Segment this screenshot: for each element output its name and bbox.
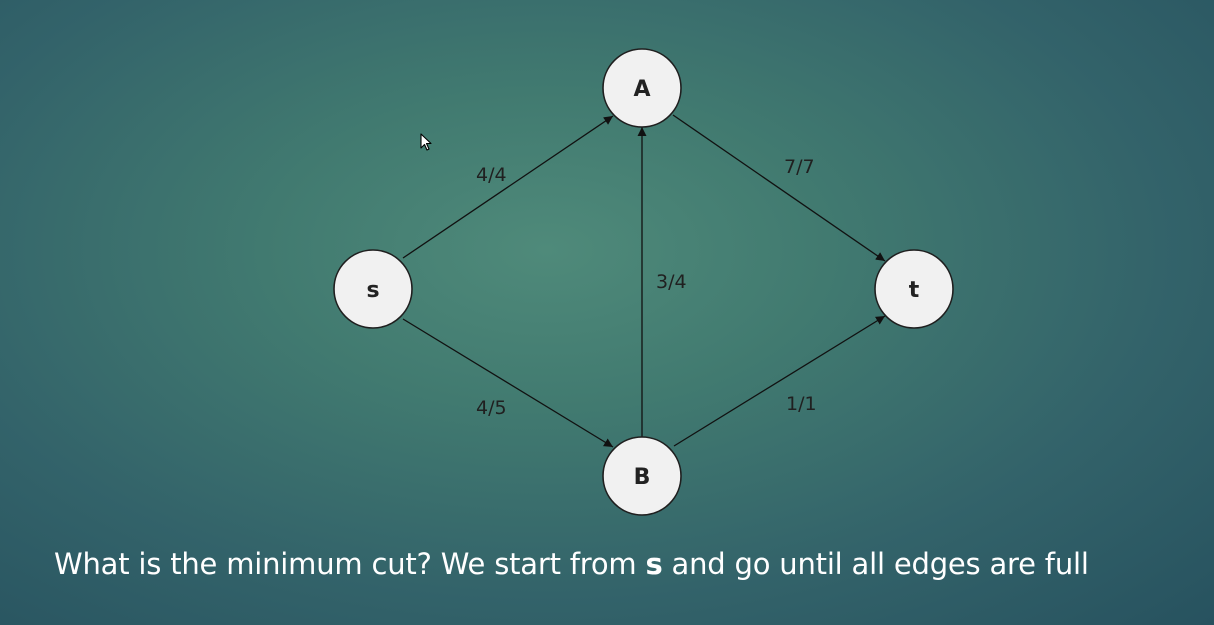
node-A-label: A [633,77,650,102]
node-B-label: B [634,465,651,490]
node-s-label: s [366,278,379,303]
node-t-label: t [909,278,920,303]
node-s-circle [333,249,413,329]
edge-labels: 4/4 4/5 3/4 7/7 1/1 [476,156,817,419]
node-B: B [602,436,682,516]
node-A-circle [602,48,682,128]
edge-s-to-A [402,115,614,259]
edge-label-s-A: 4/4 [476,164,507,186]
caption-text-after: and go until all edges are full [662,547,1089,581]
node-B-circle [602,436,682,516]
node-s: s [333,249,413,329]
edge-label-A-t: 7/7 [784,156,815,178]
slide-caption: What is the minimum cut? We start from s… [54,547,1089,581]
edge-A-to-t [672,114,886,262]
caption-emphasis-source: s [645,547,663,581]
edge-B-to-t [673,315,886,447]
caption-text-before: What is the minimum cut? We start from [54,547,646,581]
edges [402,114,886,448]
edge-s-to-B [402,318,614,448]
edge-label-s-B: 4/5 [476,397,507,419]
node-t: t [874,249,954,329]
mouse-pointer-icon [420,133,434,157]
node-t-circle [874,249,954,329]
edge-label-B-A: 3/4 [656,271,687,293]
edge-label-B-t: 1/1 [786,393,817,415]
node-A: A [602,48,682,128]
